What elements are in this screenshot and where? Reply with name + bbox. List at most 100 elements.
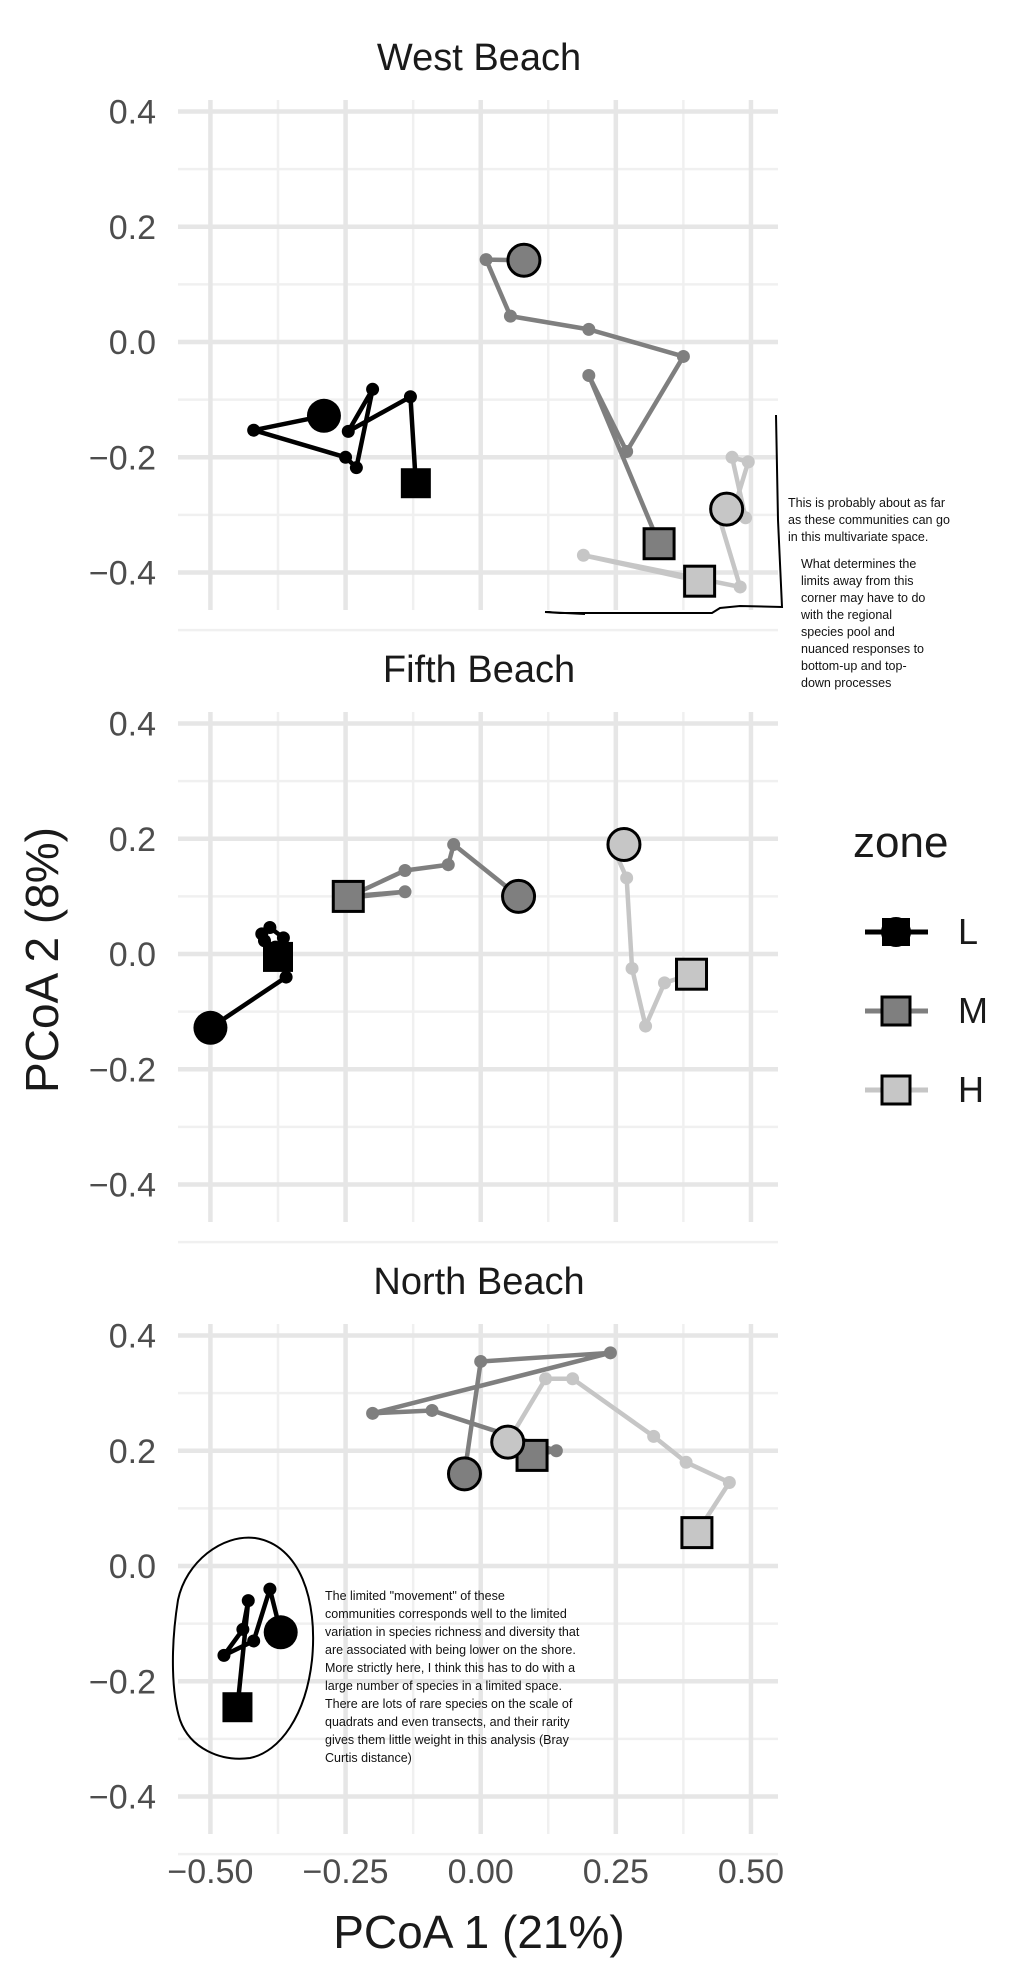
data-point	[425, 1403, 439, 1417]
annotation-line: limits away from this	[801, 574, 914, 588]
data-point	[625, 961, 639, 975]
text-layer: −0.50 −0.25 0.00 0.25 0.50 −0.4 −0.2 0.0 0.2 0.4 W…	[89, 37, 784, 1891]
data-point	[366, 382, 380, 396]
annotation-line: corner may have to do	[801, 591, 925, 605]
panel-title: West Beach	[377, 37, 581, 79]
start-point	[490, 1424, 526, 1460]
data-layer	[193, 242, 755, 1723]
start-point	[501, 878, 537, 914]
legend: zone L M H	[853, 818, 988, 1110]
data-point	[441, 858, 455, 872]
data-point	[276, 931, 290, 945]
data-point	[603, 1346, 617, 1360]
data-point	[398, 885, 412, 899]
ellipse-sketch	[171, 1536, 315, 1760]
data-point	[447, 838, 461, 852]
data-point	[366, 1406, 380, 1420]
legend-key-square	[880, 995, 912, 1027]
x-axis-title: PCoA 1 (21%)	[333, 1906, 624, 1958]
y-tick-label: 0.4	[109, 94, 156, 132]
end-point	[331, 879, 365, 913]
data-point	[241, 1594, 255, 1608]
y-tick-label: −0.2	[89, 1663, 156, 1701]
start-point	[306, 398, 341, 433]
x-tick-label: 0.50	[718, 1853, 784, 1891]
y-tick-label: −0.2	[89, 1051, 156, 1089]
y-tick-label: 0.2	[109, 1433, 156, 1471]
legend-label-h: H	[958, 1069, 984, 1110]
data-point	[479, 253, 493, 267]
end-point	[642, 527, 676, 561]
end-point	[683, 564, 717, 598]
y-tick-label: −0.4	[89, 1167, 156, 1205]
y-tick-label: 0.0	[109, 1548, 156, 1586]
start-point	[446, 1456, 482, 1492]
boundary-sketch	[544, 414, 784, 615]
annotation-line: communities corresponds well to the limi…	[325, 1607, 567, 1621]
data-point	[566, 1372, 580, 1386]
data-point	[733, 580, 747, 594]
legend-title: zone	[853, 818, 948, 867]
annotation-layer: This is probably about as far as these co…	[171, 414, 950, 1765]
annotation-line: bottom-up and top-	[801, 659, 907, 673]
annotation-line: What determines the	[801, 557, 916, 571]
end-point	[222, 1692, 253, 1723]
y-tick-label: 0.4	[109, 1318, 156, 1356]
series-path	[483, 257, 686, 545]
annotation-line: More strictly here, I think this has to …	[325, 1661, 575, 1675]
annotation-line: down processes	[801, 676, 891, 690]
data-point	[582, 322, 596, 336]
data-point	[339, 450, 353, 464]
annotation-line: variation in species richness and divers…	[325, 1625, 580, 1639]
data-point	[403, 390, 417, 404]
series-path	[343, 842, 520, 901]
data-point	[341, 424, 355, 438]
data-point	[247, 423, 261, 437]
annotation-line: nuanced responses to	[801, 642, 924, 656]
annotation-line: gives them little weight in this analysi…	[325, 1733, 570, 1747]
start-point	[606, 827, 642, 863]
data-point	[236, 1622, 250, 1636]
y-tick-label: −0.4	[89, 1779, 156, 1817]
annotation-line: quadrats and even transects, and their r…	[325, 1715, 570, 1729]
start-point	[263, 1615, 298, 1650]
grid-layer	[178, 100, 778, 1856]
start-point	[709, 491, 745, 527]
annotation-line: There are lots of rare species on the sc…	[325, 1697, 573, 1711]
annotation-line: This is probably about as far	[788, 496, 945, 510]
x-tick-label: 0.25	[583, 1853, 649, 1891]
start-point	[193, 1010, 228, 1045]
data-point	[741, 455, 755, 469]
annotation-line: in this multivariate space.	[788, 530, 928, 544]
data-point	[722, 1475, 736, 1489]
data-point	[503, 309, 517, 323]
end-point	[400, 468, 431, 499]
series-path	[251, 387, 419, 484]
annotation-line: large number of species in a limited spa…	[325, 1679, 562, 1693]
data-point	[217, 1648, 231, 1662]
legend-key-square	[882, 918, 910, 946]
x-tick-label: −0.50	[167, 1853, 253, 1891]
end-point	[675, 957, 709, 991]
legend-key-square	[880, 1074, 912, 1106]
data-point	[620, 871, 634, 885]
annotation-line: with the regional	[800, 608, 892, 622]
data-point	[263, 1582, 277, 1596]
data-point	[676, 349, 690, 363]
data-point	[679, 1455, 693, 1469]
panel-title: Fifth Beach	[383, 649, 575, 691]
data-point	[639, 1019, 653, 1033]
annotation-line: The limited "movement" of these	[325, 1589, 505, 1603]
data-point	[657, 976, 671, 990]
y-tick-label: −0.4	[89, 555, 156, 593]
data-point	[549, 1444, 563, 1458]
end-point	[680, 1516, 714, 1550]
y-tick-label: 0.0	[109, 936, 156, 974]
legend-label-m: M	[958, 990, 988, 1031]
data-point	[279, 970, 293, 984]
end-point	[263, 941, 293, 972]
data-point	[725, 450, 739, 464]
y-axis-title: PCoA 2 (8%)	[16, 827, 68, 1093]
data-point	[398, 863, 412, 877]
